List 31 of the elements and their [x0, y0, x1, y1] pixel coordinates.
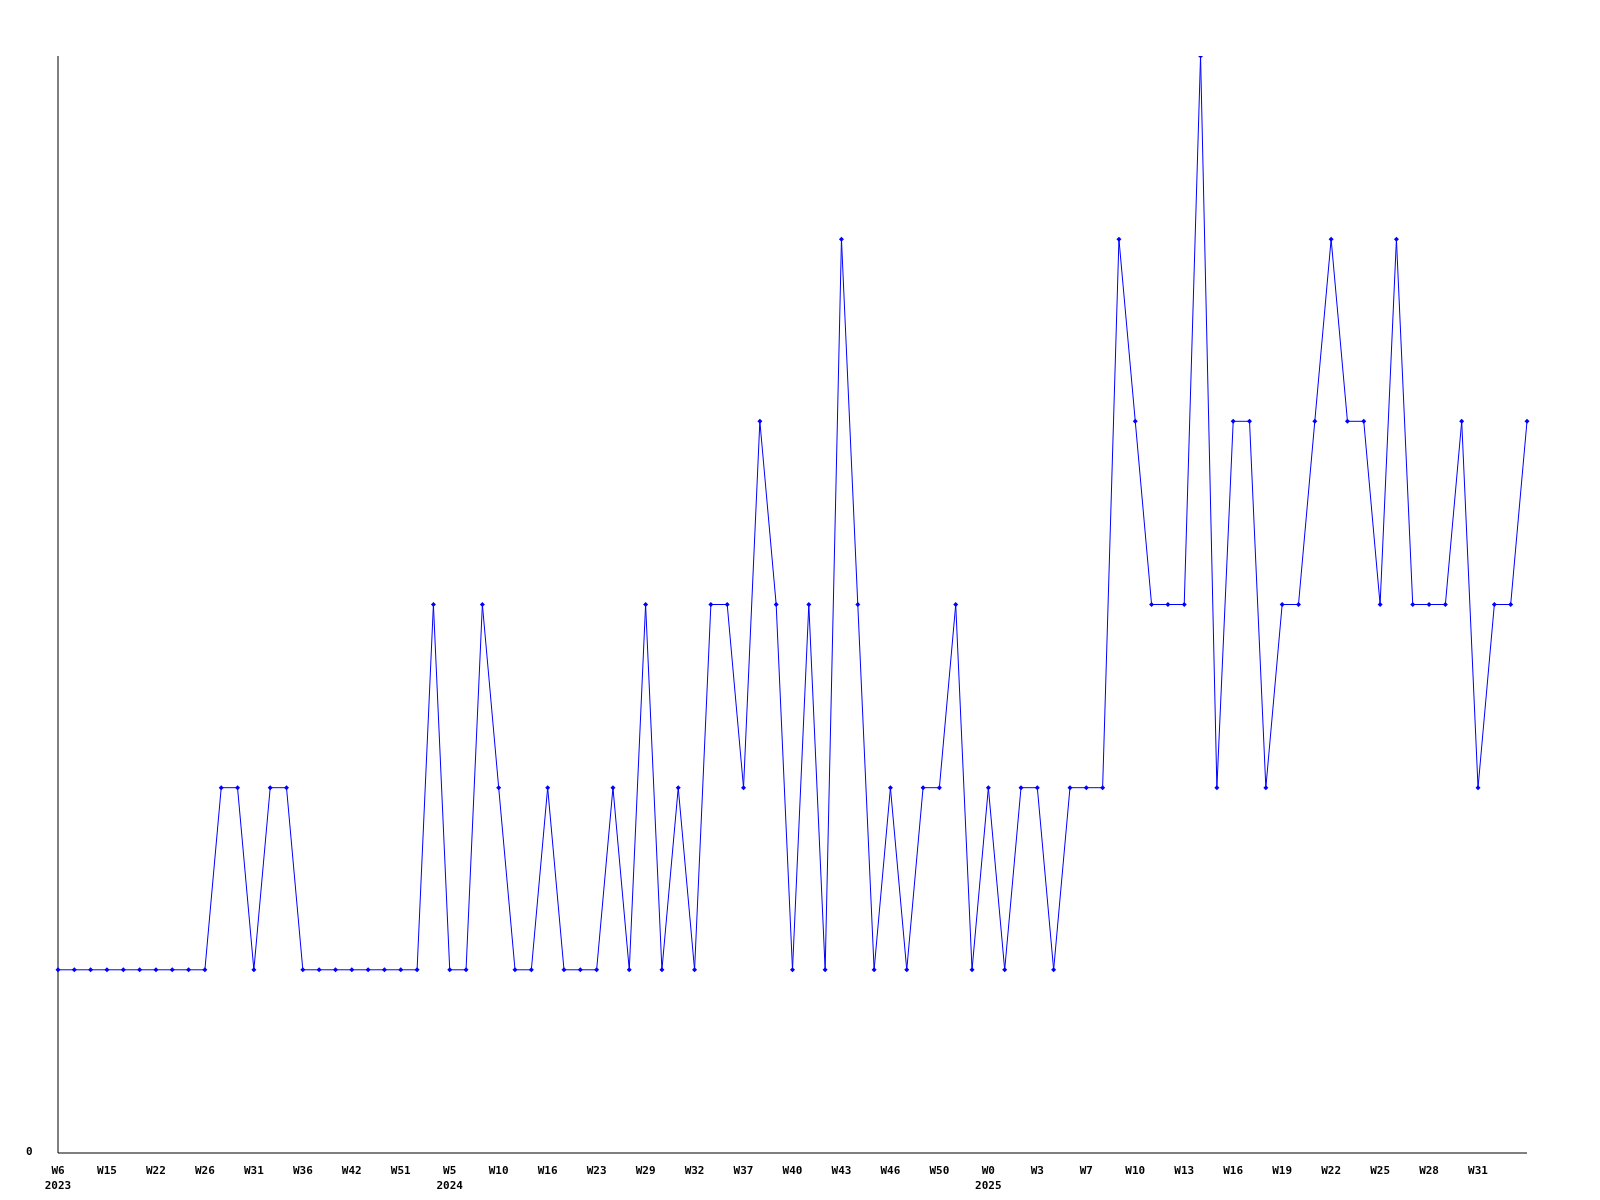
x-tick-label: W22 [1321, 1164, 1342, 1177]
x-tick-label: W26 [194, 1164, 216, 1177]
x-tick-label: W46 [880, 1164, 901, 1177]
x-tick-label: W10 [488, 1164, 509, 1177]
x-tick-label: W19 [1272, 1164, 1293, 1177]
x-tick-label: W7 [1079, 1164, 1093, 1177]
x-tick-label: W31 [243, 1164, 265, 1177]
x-tick-label: W25 [1370, 1164, 1391, 1177]
x-tick-label: W42 [341, 1164, 362, 1177]
x-tick-label: W10 [1125, 1164, 1146, 1177]
x-tick-label: W5 2024 [436, 1164, 464, 1192]
x-tick-label: W43 [831, 1164, 852, 1177]
x-tick-label: W51 [390, 1164, 412, 1177]
x-tick-label: W29 [635, 1164, 656, 1177]
x-tick-label: W40 [782, 1164, 803, 1177]
x-tick-label: W50 [929, 1164, 950, 1177]
x-tick-label: W37 [733, 1164, 754, 1177]
x-tick-label: W16 [1223, 1164, 1244, 1177]
x-tick-label: W13 [1174, 1164, 1195, 1177]
x-tick-label: W22 [146, 1164, 166, 1177]
x-tick-label: W23 [586, 1164, 607, 1177]
x-tick-label: W6 2023 [44, 1164, 72, 1192]
x-tick-label: W3 [1030, 1164, 1044, 1177]
x-tick-label: W15 [97, 1164, 117, 1177]
x-tick-label: W16 [537, 1164, 558, 1177]
x-tick-label: W0 2025 [975, 1164, 1002, 1192]
text: 0 [26, 1145, 33, 1158]
x-tick-label: W31 [1468, 1164, 1489, 1177]
x-tick-label: W32 [684, 1164, 705, 1177]
x-tick-label: W36 [292, 1164, 314, 1177]
x-tick-label: W28 [1419, 1164, 1439, 1177]
